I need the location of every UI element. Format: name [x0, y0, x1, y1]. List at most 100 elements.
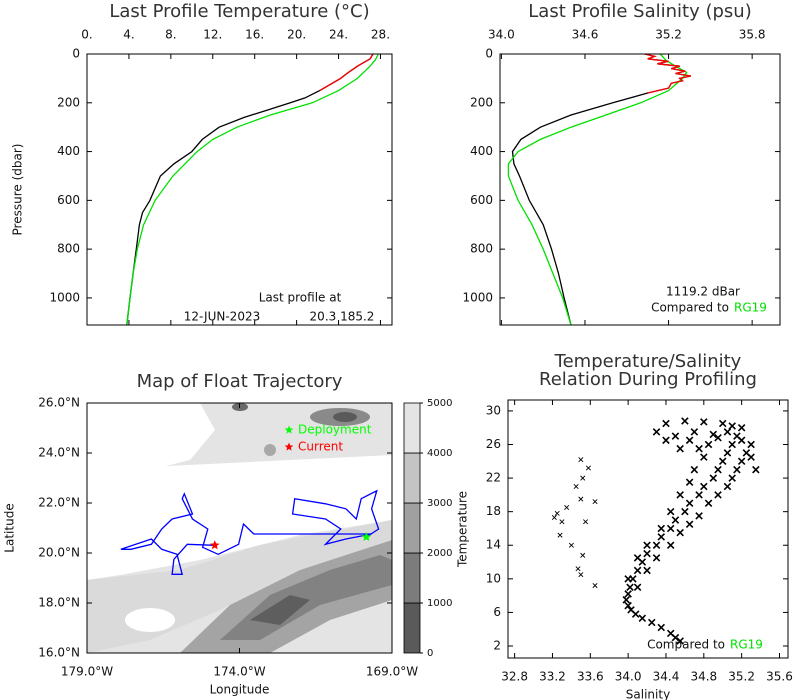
ts-point — [624, 590, 632, 598]
ts-point — [666, 629, 675, 638]
y-axis-label: Temperature — [456, 491, 470, 568]
reference-label: RG19 — [734, 301, 767, 315]
ts-point — [652, 554, 661, 562]
ts-point — [633, 583, 642, 591]
y-tick-label: 0 — [72, 47, 80, 61]
ts-point — [657, 524, 666, 533]
y-axis-label: Pressure (dbar) — [11, 144, 25, 236]
ts-point — [681, 417, 689, 425]
x-tick-label: 24. — [329, 28, 348, 42]
x-tick-label: 35.2 — [728, 670, 755, 684]
colorbar-tick-label: 3000 — [427, 498, 452, 509]
ts-point — [714, 434, 722, 442]
ts-point — [557, 532, 563, 538]
ts-point — [624, 601, 632, 610]
reference-label: RG19 — [730, 638, 763, 652]
x-tick-label: 4. — [123, 28, 134, 42]
ts-point — [714, 491, 722, 499]
y-tick-label: 600 — [57, 193, 80, 207]
ts-point — [662, 436, 670, 445]
ts-point — [626, 583, 634, 591]
x-tick-label: 33.6 — [577, 670, 604, 684]
y-tick-label: 26 — [486, 437, 501, 451]
y-tick-label: 200 — [470, 95, 493, 109]
ts-point — [714, 465, 722, 474]
ts-point — [592, 499, 598, 505]
ts-point — [676, 637, 684, 645]
y-tick-label: 18.0°N — [38, 596, 80, 610]
ts-point — [633, 566, 642, 575]
float-marker — [210, 540, 220, 550]
ts-point — [559, 519, 565, 525]
bathymetry — [87, 403, 392, 653]
ts-point — [737, 436, 746, 445]
colorbar-swatch — [403, 552, 421, 604]
x-tick-label: 20. — [287, 28, 306, 42]
ts-point — [648, 618, 656, 627]
x-tick-label: 34.0 — [615, 670, 642, 684]
x-tick-label: 8. — [165, 28, 176, 42]
ts-point — [709, 430, 718, 439]
ts-point — [657, 623, 666, 632]
ts-point — [578, 457, 584, 463]
ts-point — [578, 572, 584, 578]
x-tick-label: 34.4 — [653, 670, 680, 684]
colorbar-swatch — [403, 602, 421, 654]
ts-point — [685, 499, 694, 508]
x-tick-label: 35.6 — [766, 670, 793, 684]
annotation: 12-JUN-2023 — [184, 310, 260, 324]
y-tick-label: 1000 — [49, 290, 80, 304]
ts-point — [723, 428, 732, 436]
ts-point — [633, 554, 642, 562]
profile-line — [319, 53, 374, 92]
ts-point — [592, 583, 598, 589]
chart-title: Last Profile Temperature (°C) — [109, 1, 369, 22]
annotation: Compared to — [651, 301, 729, 315]
x-tick-label: 169.0°W — [366, 665, 418, 679]
y-tick-label: 22.0°N — [38, 496, 80, 510]
x-tick-label: 35.8 — [739, 28, 766, 42]
legend-label: Current — [298, 440, 343, 454]
ts-point — [580, 552, 586, 558]
ts-point — [643, 566, 651, 575]
chart-title: Relation During Profiling — [539, 369, 757, 390]
x-axis-label: Salinity — [626, 688, 670, 700]
y-tick-label: 400 — [57, 144, 80, 158]
profile-line — [126, 53, 379, 326]
ts-point — [671, 432, 680, 440]
y-tick-label: 1000 — [462, 290, 493, 304]
y-tick-label: 20.0°N — [38, 546, 80, 560]
colorbar-tick-label: 1000 — [427, 598, 452, 609]
y-tick-label: 200 — [57, 95, 80, 109]
profile-line — [644, 53, 691, 94]
colorbar-swatch — [403, 402, 421, 454]
ts-point — [578, 496, 584, 502]
ts-point — [700, 482, 708, 491]
y-tick-label: 22 — [486, 471, 501, 485]
ts-point — [728, 422, 736, 430]
colorbar-swatch — [403, 502, 421, 554]
ts-point — [624, 575, 632, 583]
y-tick-label: 14 — [486, 538, 501, 552]
x-tick-label: 34.8 — [690, 670, 717, 684]
x-tick-label: 32.8 — [501, 670, 528, 684]
x-tick-label: 16. — [245, 28, 264, 42]
x-tick-label: 35.2 — [655, 28, 682, 42]
colorbar-swatch — [403, 452, 421, 504]
legend-label: Deployment — [298, 423, 372, 437]
plot-frame — [86, 53, 393, 326]
ts-point — [657, 533, 666, 541]
y-tick-label: 800 — [470, 242, 493, 256]
ts-point — [728, 440, 736, 449]
x-tick-label: 12. — [203, 28, 222, 42]
ts-point — [676, 444, 684, 453]
y-tick-label: 600 — [470, 193, 493, 207]
ts-point — [695, 491, 703, 499]
y-tick-label: 0 — [485, 47, 493, 61]
ts-point — [709, 474, 718, 482]
ts-point — [564, 504, 570, 510]
ts-point — [733, 465, 741, 474]
y-tick-label: 6 — [493, 605, 501, 619]
y-tick-label: 800 — [57, 242, 80, 256]
